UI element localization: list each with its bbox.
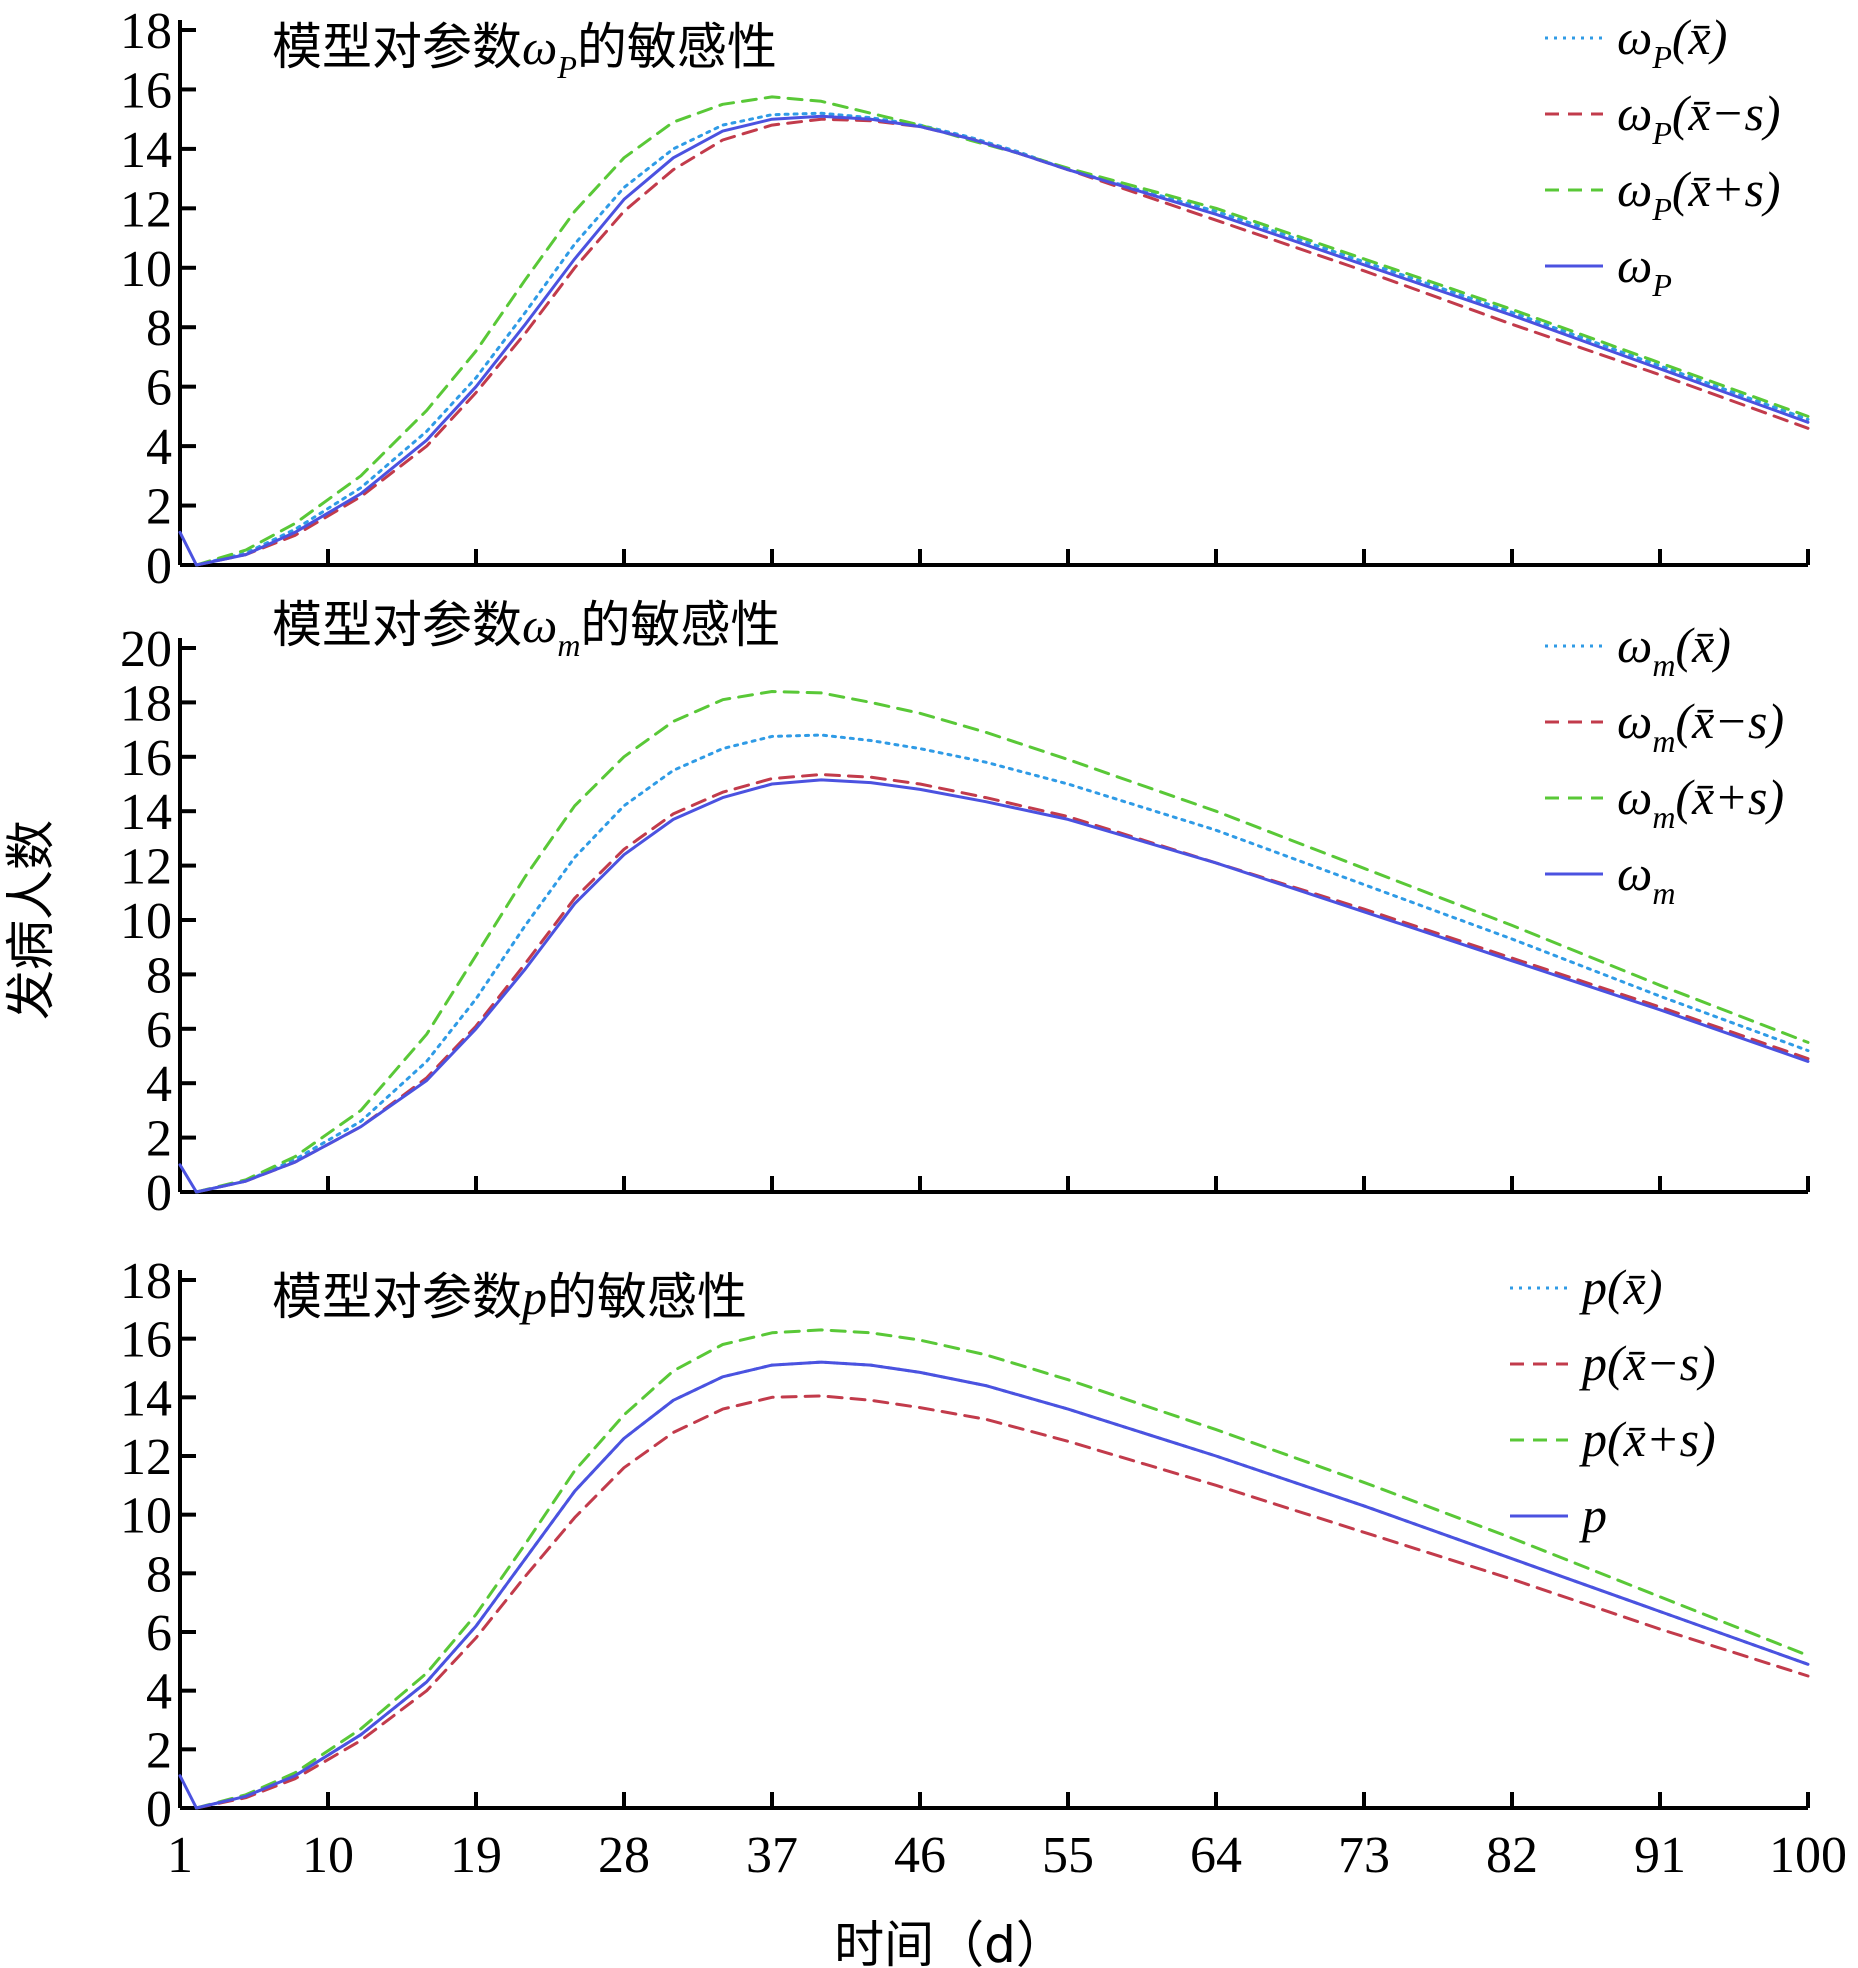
y-tick-label: 16 xyxy=(120,62,172,119)
x-tick-label: 46 xyxy=(894,1827,946,1884)
x-tick-label: 64 xyxy=(1190,1827,1242,1884)
y-tick-label: 18 xyxy=(120,3,172,60)
series-line-base xyxy=(178,114,1810,567)
y-tick-label: 0 xyxy=(146,538,172,595)
y-tick-label: 8 xyxy=(146,947,172,1004)
legend-label: p xyxy=(1579,1487,1607,1543)
x-tick-label: 100 xyxy=(1769,1827,1847,1884)
y-tick-label: 10 xyxy=(120,241,172,298)
y-tick-label: 12 xyxy=(120,181,172,238)
y-tick-label: 0 xyxy=(146,1165,172,1222)
x-tick-label: 55 xyxy=(1042,1827,1094,1884)
x-tick-label: 10 xyxy=(302,1827,354,1884)
series-line-mean xyxy=(194,111,1810,567)
y-tick-label: 14 xyxy=(120,1370,172,1427)
legend-label: ωP(x̄−s) xyxy=(1617,85,1781,151)
x-tick-label: 37 xyxy=(746,1827,798,1884)
y-tick-label: 10 xyxy=(120,893,172,950)
y-tick-label: 20 xyxy=(120,621,172,678)
y-tick-label: 2 xyxy=(146,1722,172,1779)
y-tick-label: 8 xyxy=(146,1546,172,1603)
legend-label: ωm(x̄) xyxy=(1617,617,1731,683)
series-line-mean xyxy=(194,733,1810,1194)
panel-title: 模型对参数ωP的敏感性 xyxy=(272,18,777,85)
x-tick-label: 1 xyxy=(167,1827,193,1884)
legend-label: ωm xyxy=(1617,845,1675,911)
y-tick-label: 4 xyxy=(146,419,172,476)
y-tick-label: 4 xyxy=(146,1056,172,1113)
y-axis-title: 发病人数 xyxy=(2,820,60,1020)
y-tick-label: 2 xyxy=(146,1111,172,1168)
series-line-mean xyxy=(194,1360,1810,1810)
x-axis-title: 时间（d） xyxy=(834,1916,1066,1968)
y-tick-label: 16 xyxy=(120,730,172,787)
y-tick-label: 14 xyxy=(120,122,172,179)
panel-title: 模型对参数ωm的敏感性 xyxy=(272,596,780,663)
x-tick-label: 73 xyxy=(1338,1827,1390,1884)
series-line-plus xyxy=(194,1328,1810,1810)
series-line-minus xyxy=(194,1394,1810,1810)
legend-label: ωm(x̄+s) xyxy=(1617,769,1784,835)
legend-label: ωP xyxy=(1617,237,1672,303)
series-line-plus xyxy=(194,690,1810,1194)
legend-label: ωP(x̄+s) xyxy=(1617,161,1781,227)
y-tick-label: 6 xyxy=(146,1605,172,1662)
y-tick-label: 0 xyxy=(146,1781,172,1838)
y-tick-label: 14 xyxy=(120,784,172,841)
y-tick-label: 6 xyxy=(146,360,172,417)
y-tick-label: 2 xyxy=(146,479,172,536)
legend-label: p(x̄−s) xyxy=(1579,1335,1716,1391)
series-line-base xyxy=(178,1360,1810,1810)
legend-label: ωP(x̄) xyxy=(1617,9,1727,75)
series-line-minus xyxy=(194,773,1810,1194)
y-tick-label: 12 xyxy=(120,1429,172,1486)
x-tick-label: 19 xyxy=(450,1827,502,1884)
panel-title: 模型对参数p的敏感性 xyxy=(272,1268,747,1326)
y-tick-label: 16 xyxy=(120,1312,172,1369)
series-line-base xyxy=(178,778,1810,1194)
series-line-plus xyxy=(194,95,1810,567)
y-tick-label: 12 xyxy=(120,839,172,896)
y-tick-label: 18 xyxy=(120,1253,172,1310)
y-tick-label: 10 xyxy=(120,1488,172,1545)
series-line-minus xyxy=(194,117,1810,567)
legend-label: ωm(x̄−s) xyxy=(1617,693,1784,759)
legend-label: p(x̄) xyxy=(1579,1259,1663,1315)
legend-label: p(x̄+s) xyxy=(1579,1411,1716,1467)
y-tick-label: 4 xyxy=(146,1664,172,1721)
x-tick-label: 82 xyxy=(1486,1827,1538,1884)
y-tick-label: 6 xyxy=(146,1002,172,1059)
x-tick-label: 28 xyxy=(598,1827,650,1884)
y-tick-label: 8 xyxy=(146,300,172,357)
x-tick-label: 91 xyxy=(1634,1827,1686,1884)
y-tick-label: 18 xyxy=(120,675,172,732)
